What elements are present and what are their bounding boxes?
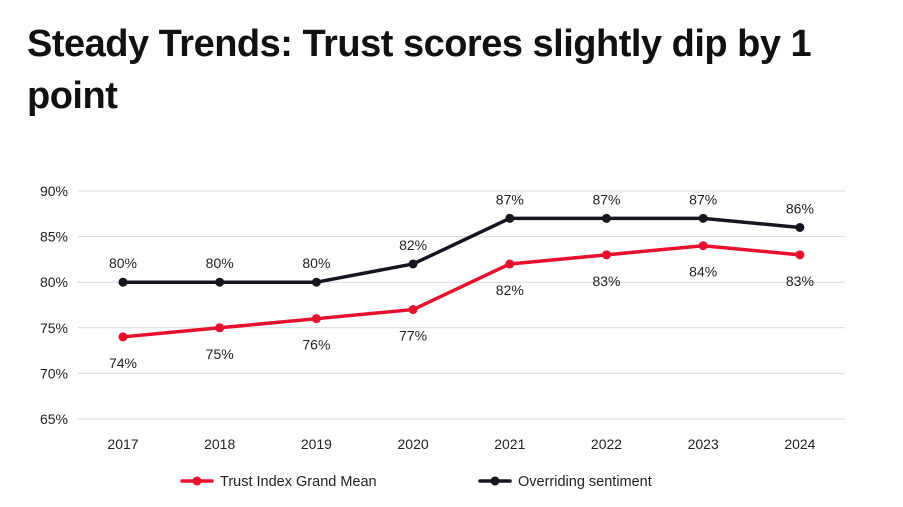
data-point (408, 305, 418, 315)
data-label: 82% (496, 282, 524, 298)
data-point (505, 213, 515, 223)
data-label: 83% (786, 273, 814, 289)
data-point (698, 213, 708, 223)
data-point (505, 259, 515, 269)
legend-marker (490, 476, 500, 486)
x-tick-label: 2022 (591, 436, 622, 452)
legend-label: Overriding sentiment (518, 474, 652, 490)
data-point (118, 332, 128, 342)
y-axis-ticks: 65% 70% 75% 80% 85% 90% (40, 183, 68, 427)
series-line (121, 216, 802, 284)
series-line (121, 243, 802, 339)
y-tick-label: 70% (40, 365, 68, 381)
data-label: 87% (689, 191, 717, 207)
x-tick-label: 2020 (398, 436, 429, 452)
x-tick-label: 2019 (301, 436, 332, 452)
x-tick-label: 2017 (107, 436, 138, 452)
y-tick-label: 80% (40, 274, 68, 290)
y-tick-label: 65% (40, 411, 68, 427)
data-label: 84% (689, 264, 717, 280)
x-tick-label: 2023 (688, 436, 719, 452)
y-tick-label: 75% (40, 320, 68, 336)
data-point (795, 222, 805, 232)
x-axis-ticks: 2017 2018 2019 2020 2021 2022 2023 2024 (107, 436, 815, 452)
x-tick-label: 2021 (494, 436, 525, 452)
data-point (795, 250, 805, 260)
x-tick-label: 2024 (784, 436, 815, 452)
data-label: 83% (592, 273, 620, 289)
data-label: 76% (302, 337, 330, 353)
data-point (602, 213, 611, 223)
chart-title: Steady Trends: Trust scores slightly dip… (27, 23, 812, 117)
data-label: 80% (302, 255, 330, 271)
gridlines (78, 190, 845, 420)
series-group (118, 213, 805, 342)
legend: Trust Index Grand Mean Overriding sentime… (180, 474, 652, 490)
data-label: 80% (109, 255, 137, 271)
data-point (602, 250, 611, 260)
data-label: 82% (399, 237, 427, 253)
data-labels: 80% 80% 80% 82% 87% 87% 87% 86% 74% 75% 76% 77% 82% 8… (109, 191, 814, 371)
legend-marker (192, 476, 202, 486)
data-point (118, 277, 128, 287)
y-tick-label: 90% (40, 183, 68, 199)
data-label: 87% (592, 191, 620, 207)
x-tick-label: 2018 (204, 436, 235, 452)
data-point (215, 277, 225, 287)
data-label: 74% (109, 355, 137, 371)
legend-label: Trust Index Grand Mean (220, 474, 377, 490)
data-label: 80% (206, 255, 234, 271)
data-point (311, 277, 321, 287)
data-point (311, 314, 321, 324)
data-point (215, 323, 225, 333)
data-point (698, 241, 708, 251)
data-label: 87% (496, 191, 524, 207)
data-point (408, 259, 418, 269)
y-tick-label: 85% (40, 229, 68, 245)
data-label: 75% (206, 346, 234, 362)
data-label: 77% (399, 328, 427, 344)
data-label: 86% (786, 200, 814, 216)
